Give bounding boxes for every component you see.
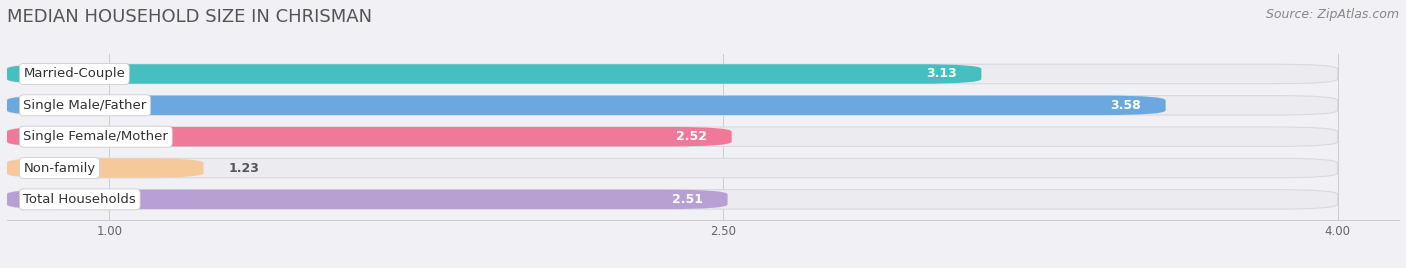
FancyBboxPatch shape [7,96,1166,115]
FancyBboxPatch shape [7,127,731,146]
Text: 3.13: 3.13 [927,68,957,80]
FancyBboxPatch shape [7,158,1337,178]
Text: Source: ZipAtlas.com: Source: ZipAtlas.com [1265,8,1399,21]
Text: Single Female/Mother: Single Female/Mother [24,130,169,143]
FancyBboxPatch shape [7,64,1337,84]
Text: 2.51: 2.51 [672,193,703,206]
Text: 1.23: 1.23 [228,162,259,174]
Text: Non-family: Non-family [24,162,96,174]
Text: Single Male/Father: Single Male/Father [24,99,146,112]
FancyBboxPatch shape [7,158,204,178]
Text: Total Households: Total Households [24,193,136,206]
FancyBboxPatch shape [7,190,1337,209]
FancyBboxPatch shape [7,96,1337,115]
FancyBboxPatch shape [7,64,981,84]
Text: 3.58: 3.58 [1111,99,1142,112]
Text: 2.52: 2.52 [676,130,707,143]
FancyBboxPatch shape [7,127,1337,146]
Text: MEDIAN HOUSEHOLD SIZE IN CHRISMAN: MEDIAN HOUSEHOLD SIZE IN CHRISMAN [7,8,373,26]
Text: Married-Couple: Married-Couple [24,68,125,80]
FancyBboxPatch shape [7,190,727,209]
